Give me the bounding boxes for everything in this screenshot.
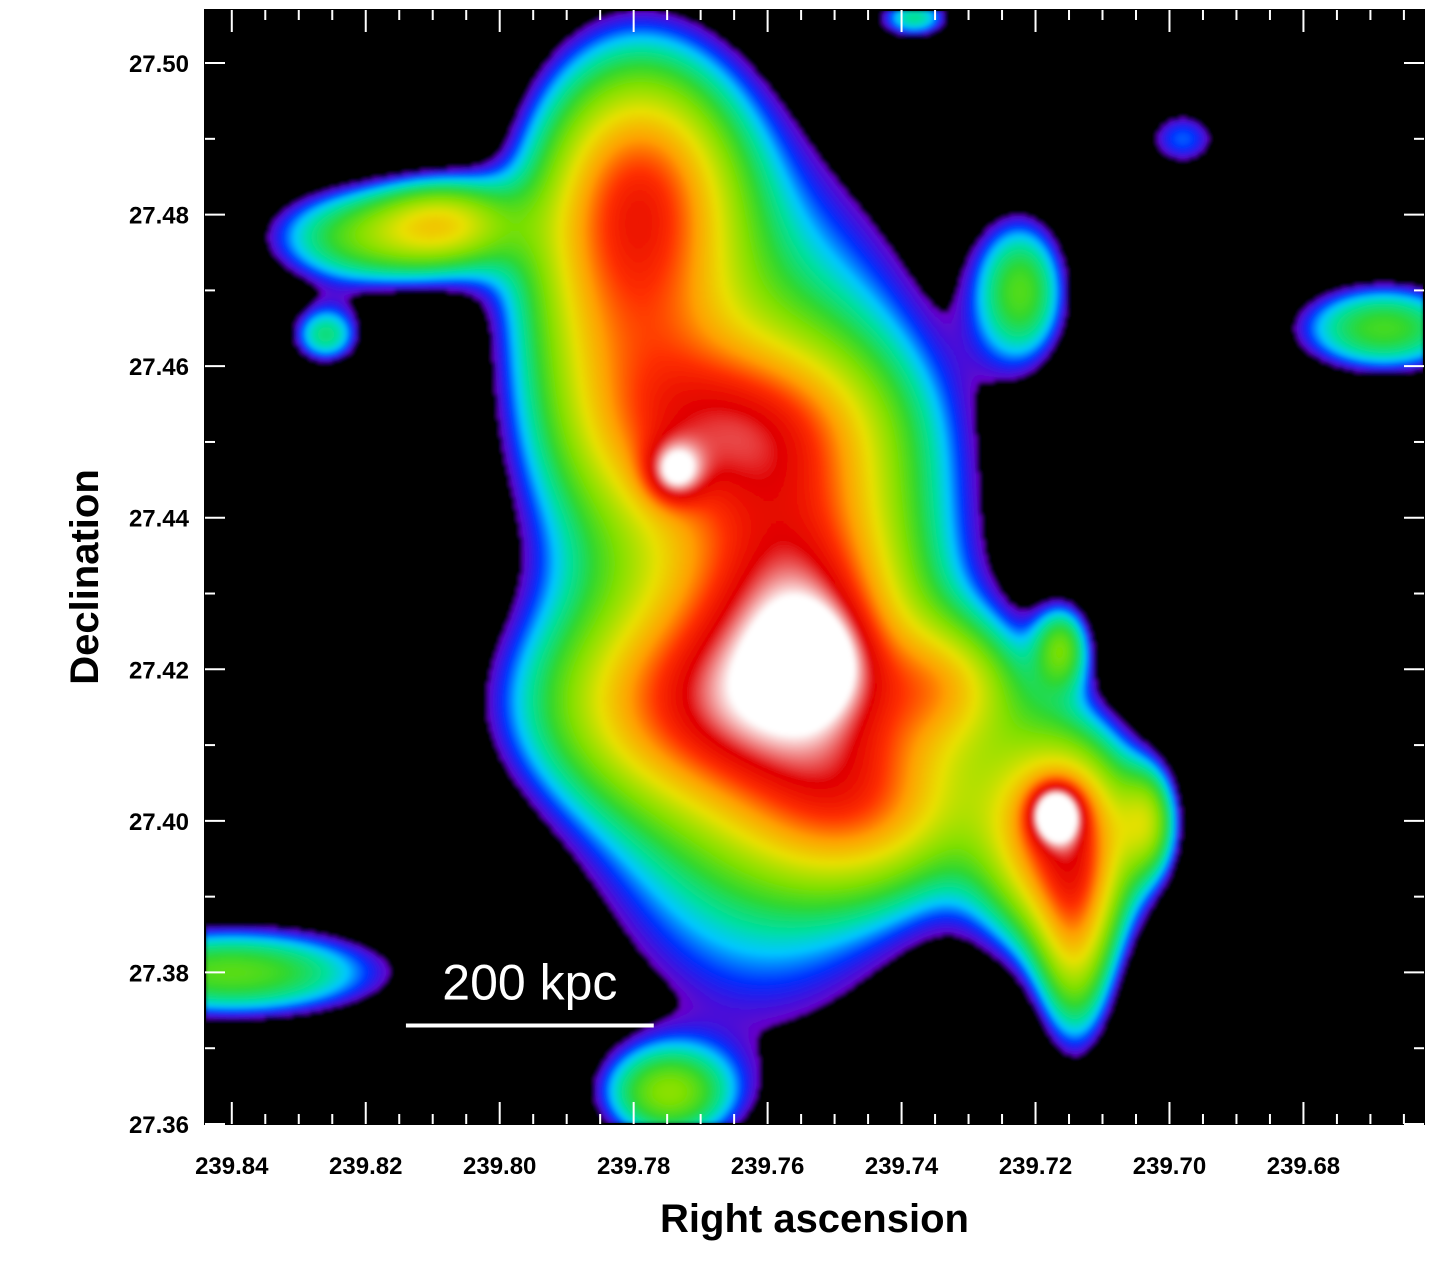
plot-area: 200 kpc	[204, 9, 1425, 1125]
y-tick-label: 27.44	[129, 506, 190, 533]
scale-bar: 200 kpc	[405, 954, 654, 1028]
y-axis-tick-labels: 27.36 27.38 27.40 27.42 27.44 27.46 27.48 27.50	[129, 51, 190, 1139]
x-tick-label: 239.68	[1267, 1153, 1340, 1180]
x-tick-label: 239.78	[597, 1153, 670, 1180]
y-tick-label: 27.42	[129, 657, 189, 684]
x-tick-label: 239.72	[999, 1153, 1072, 1180]
x-tick-label: 239.70	[1133, 1153, 1206, 1180]
scale-bar-label: 200 kpc	[442, 954, 617, 1010]
y-tick-label: 27.40	[129, 809, 189, 836]
x-axis-title: Right ascension	[660, 1197, 969, 1241]
x-tick-label: 239.84	[195, 1153, 269, 1180]
x-tick-label: 239.74	[865, 1153, 939, 1180]
x-tick-label: 239.76	[731, 1153, 804, 1180]
y-axis-title: Declination	[63, 469, 107, 685]
y-tick-label: 27.48	[129, 203, 189, 230]
y-tick-label: 27.50	[129, 51, 189, 78]
y-tick-label: 27.38	[129, 960, 189, 987]
y-tick-label: 27.46	[129, 354, 189, 381]
x-axis-tick-labels: 239.84 239.82 239.80 239.78 239.76 239.74 239.…	[195, 1153, 1340, 1180]
tick-marks	[205, 10, 1424, 1125]
y-tick-label: 27.36	[129, 1112, 189, 1139]
plot-frame	[204, 9, 1425, 1125]
x-tick-label: 239.82	[329, 1153, 402, 1180]
heatmap-image	[205, 10, 1424, 1124]
x-tick-label: 239.80	[463, 1153, 536, 1180]
